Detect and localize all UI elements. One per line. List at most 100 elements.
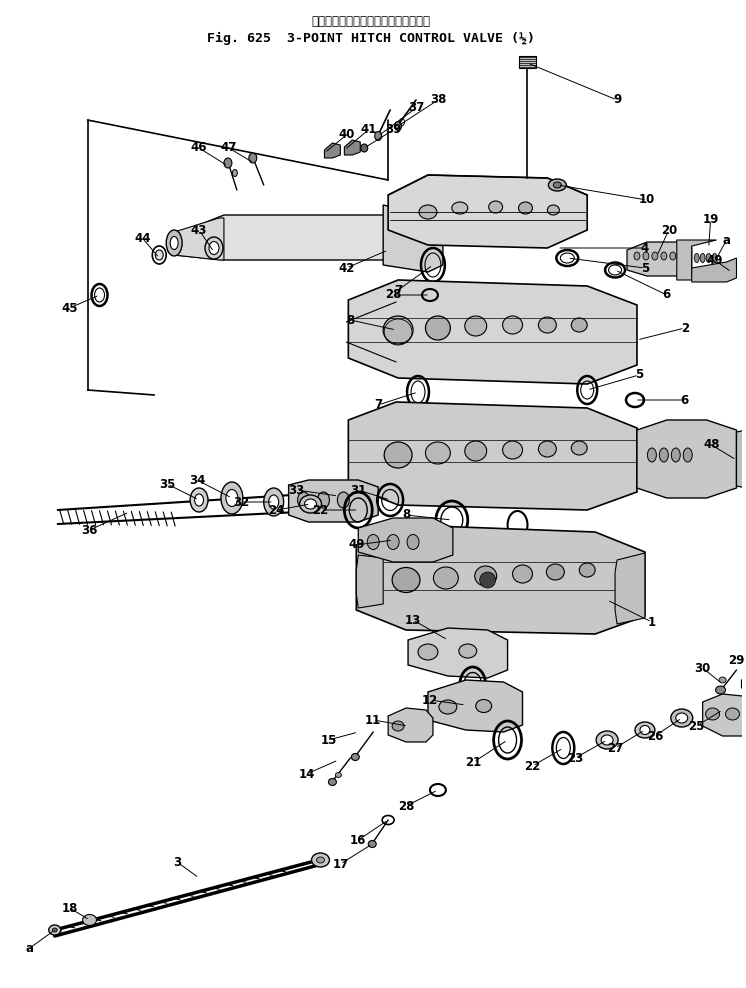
Text: 45: 45 xyxy=(61,301,78,314)
Ellipse shape xyxy=(337,492,349,508)
Ellipse shape xyxy=(369,841,376,848)
Polygon shape xyxy=(615,553,645,624)
Text: 1: 1 xyxy=(648,616,656,628)
Ellipse shape xyxy=(474,566,497,586)
Ellipse shape xyxy=(269,495,279,509)
Polygon shape xyxy=(692,258,736,282)
Ellipse shape xyxy=(48,925,60,935)
Ellipse shape xyxy=(361,144,368,152)
Ellipse shape xyxy=(640,725,650,734)
Ellipse shape xyxy=(316,857,325,863)
Ellipse shape xyxy=(433,567,458,589)
Polygon shape xyxy=(627,242,692,276)
Ellipse shape xyxy=(676,713,688,723)
Ellipse shape xyxy=(659,448,668,462)
Ellipse shape xyxy=(571,441,587,455)
Ellipse shape xyxy=(706,708,720,720)
Text: 22: 22 xyxy=(313,504,328,517)
Polygon shape xyxy=(357,525,645,634)
Text: 36: 36 xyxy=(81,524,98,536)
Polygon shape xyxy=(388,708,433,742)
Ellipse shape xyxy=(195,494,204,506)
Ellipse shape xyxy=(407,535,419,549)
Text: 5: 5 xyxy=(641,262,649,275)
Text: 11: 11 xyxy=(365,713,381,726)
Text: 22: 22 xyxy=(524,760,541,773)
Text: 28: 28 xyxy=(398,799,414,812)
Ellipse shape xyxy=(683,448,692,462)
Ellipse shape xyxy=(387,535,399,549)
Ellipse shape xyxy=(52,928,57,932)
Text: 20: 20 xyxy=(661,223,677,236)
Ellipse shape xyxy=(328,779,336,785)
Polygon shape xyxy=(348,280,637,384)
Text: 16: 16 xyxy=(350,834,366,847)
Ellipse shape xyxy=(503,441,522,459)
Text: 40: 40 xyxy=(338,128,354,141)
Polygon shape xyxy=(677,240,717,280)
Ellipse shape xyxy=(546,564,564,580)
Text: 26: 26 xyxy=(647,729,663,743)
Ellipse shape xyxy=(465,441,486,461)
Text: 33: 33 xyxy=(289,483,304,497)
Ellipse shape xyxy=(413,229,423,251)
Ellipse shape xyxy=(392,567,420,593)
Ellipse shape xyxy=(548,205,560,215)
Ellipse shape xyxy=(205,237,223,259)
Polygon shape xyxy=(518,56,536,68)
Text: 49: 49 xyxy=(706,254,723,267)
Text: 41: 41 xyxy=(360,124,377,136)
Ellipse shape xyxy=(439,700,457,714)
Polygon shape xyxy=(348,402,637,510)
Ellipse shape xyxy=(596,731,618,749)
Text: a: a xyxy=(26,942,34,954)
Ellipse shape xyxy=(634,252,640,260)
Ellipse shape xyxy=(425,316,451,340)
Ellipse shape xyxy=(298,492,310,508)
Ellipse shape xyxy=(226,489,238,507)
Polygon shape xyxy=(428,680,522,732)
Text: 13: 13 xyxy=(405,614,421,626)
Ellipse shape xyxy=(652,252,658,260)
Ellipse shape xyxy=(715,686,726,694)
Circle shape xyxy=(480,572,495,588)
Text: 19: 19 xyxy=(703,213,719,226)
Ellipse shape xyxy=(264,488,283,516)
Text: 12: 12 xyxy=(421,694,438,706)
Ellipse shape xyxy=(221,482,243,514)
Text: 38: 38 xyxy=(430,94,446,107)
Ellipse shape xyxy=(418,644,438,660)
Text: 6: 6 xyxy=(680,393,689,406)
Text: 2: 2 xyxy=(680,321,689,335)
Ellipse shape xyxy=(312,853,330,867)
Ellipse shape xyxy=(367,535,379,549)
Ellipse shape xyxy=(503,316,522,334)
Text: 9: 9 xyxy=(613,94,621,107)
Ellipse shape xyxy=(233,170,237,177)
Text: 23: 23 xyxy=(567,752,583,765)
Text: 34: 34 xyxy=(189,473,205,486)
Text: 43: 43 xyxy=(191,223,207,236)
Ellipse shape xyxy=(661,252,667,260)
Text: 29: 29 xyxy=(728,653,745,667)
Ellipse shape xyxy=(224,158,232,168)
Ellipse shape xyxy=(571,318,587,332)
Ellipse shape xyxy=(419,205,437,219)
Ellipse shape xyxy=(548,179,566,191)
Ellipse shape xyxy=(249,153,257,163)
Text: 6: 6 xyxy=(662,288,671,301)
Ellipse shape xyxy=(209,241,219,255)
Polygon shape xyxy=(174,218,224,260)
Polygon shape xyxy=(736,428,746,490)
Text: 46: 46 xyxy=(191,141,207,154)
Ellipse shape xyxy=(539,441,557,457)
Ellipse shape xyxy=(671,448,680,462)
Ellipse shape xyxy=(719,677,726,683)
Ellipse shape xyxy=(170,236,178,250)
Ellipse shape xyxy=(706,254,711,263)
Polygon shape xyxy=(408,628,507,678)
Ellipse shape xyxy=(395,122,401,130)
Ellipse shape xyxy=(300,495,322,513)
Ellipse shape xyxy=(513,565,533,583)
Text: 8: 8 xyxy=(402,509,410,522)
